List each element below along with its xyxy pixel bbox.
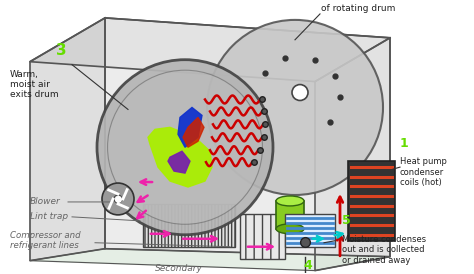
Text: 1: 1 [400, 137, 409, 150]
Circle shape [102, 183, 134, 215]
Text: 4: 4 [303, 259, 312, 272]
Polygon shape [143, 204, 235, 247]
Text: Warm,
moist air
exits drum: Warm, moist air exits drum [10, 70, 59, 99]
Polygon shape [348, 161, 395, 241]
Circle shape [97, 60, 273, 235]
Text: of rotating drum: of rotating drum [321, 4, 395, 13]
Polygon shape [30, 249, 390, 271]
Circle shape [207, 20, 383, 195]
Ellipse shape [276, 224, 304, 234]
Polygon shape [30, 62, 315, 271]
Polygon shape [276, 201, 304, 229]
Polygon shape [178, 107, 202, 147]
Text: 3: 3 [56, 43, 67, 58]
Circle shape [292, 85, 308, 101]
Polygon shape [315, 38, 390, 271]
Polygon shape [30, 18, 390, 82]
Circle shape [114, 195, 122, 203]
Polygon shape [148, 127, 212, 187]
Polygon shape [285, 214, 335, 247]
Text: Blower: Blower [30, 198, 61, 206]
Polygon shape [168, 151, 190, 173]
Polygon shape [183, 117, 204, 147]
Polygon shape [30, 18, 105, 261]
Ellipse shape [276, 196, 304, 206]
Circle shape [108, 70, 263, 224]
Text: Lint trap: Lint trap [30, 212, 68, 221]
Text: Moisture condenses
out and is collected
or drained away: Moisture condenses out and is collected … [342, 235, 426, 265]
Polygon shape [240, 214, 285, 259]
Text: Secondary: Secondary [155, 264, 203, 273]
Text: Heat pump
condenser
coils (hot): Heat pump condenser coils (hot) [400, 157, 447, 187]
Polygon shape [105, 18, 390, 257]
Text: Compressor and
refrigerant lines: Compressor and refrigerant lines [10, 231, 81, 250]
Text: 5: 5 [342, 214, 351, 227]
